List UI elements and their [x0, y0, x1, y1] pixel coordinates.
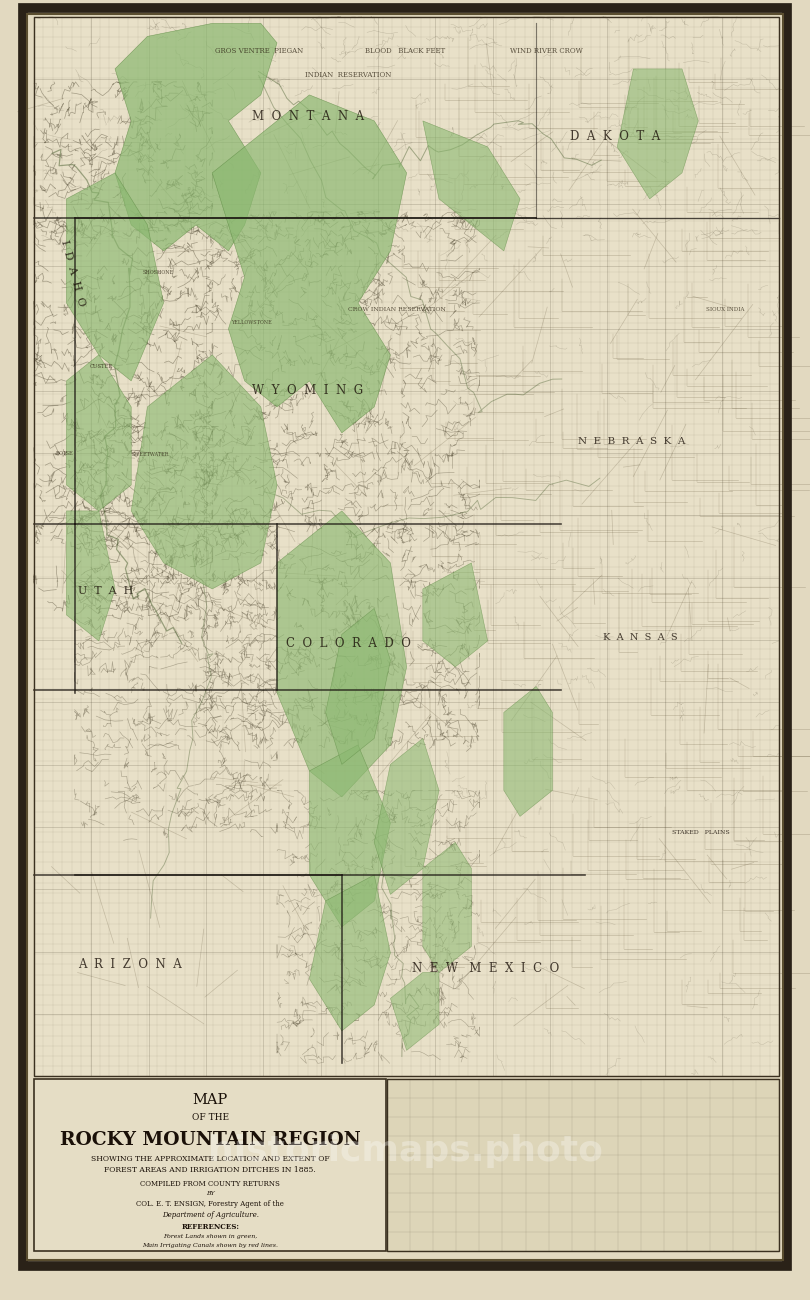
Text: GROS VENTRE  PIEGAN: GROS VENTRE PIEGAN: [215, 47, 303, 55]
Polygon shape: [66, 511, 115, 641]
Polygon shape: [66, 355, 131, 511]
Text: COMPILED FROM COUNTY RETURNS: COMPILED FROM COUNTY RETURNS: [140, 1179, 280, 1188]
Text: BOISE: BOISE: [56, 451, 74, 456]
Polygon shape: [374, 738, 439, 894]
Polygon shape: [131, 355, 277, 589]
Text: historicmaps.photo: historicmaps.photo: [207, 1134, 603, 1167]
Text: SIOUX INDIA: SIOUX INDIA: [706, 307, 744, 312]
Polygon shape: [476, 1117, 525, 1156]
Text: COL. E. T. ENSIGN, Forestry Agent of the: COL. E. T. ENSIGN, Forestry Agent of the: [136, 1200, 284, 1208]
Text: BY: BY: [206, 1192, 215, 1196]
Bar: [34, 1079, 386, 1251]
Text: YELLOWSTONE: YELLOWSTONE: [231, 320, 271, 325]
Text: MAP: MAP: [193, 1093, 228, 1108]
Text: W  Y  O  M  I  N  G: W Y O M I N G: [252, 384, 364, 396]
Text: SHOWING THE APPROXIMATE LOCATION AND EXTENT OF: SHOWING THE APPROXIMATE LOCATION AND EXT…: [91, 1154, 330, 1162]
Text: CUSTER: CUSTER: [90, 364, 113, 369]
Text: OF THE: OF THE: [192, 1113, 228, 1122]
Text: FOREST AREAS AND IRRIGATION DITCHES IN 1885.: FOREST AREAS AND IRRIGATION DITCHES IN 1…: [104, 1166, 316, 1174]
Text: WIND RIVER CROW: WIND RIVER CROW: [510, 47, 583, 55]
Polygon shape: [212, 95, 407, 433]
Polygon shape: [390, 972, 439, 1050]
Polygon shape: [423, 121, 520, 251]
Text: M  O  N  T  A  N  A: M O N T A N A: [252, 111, 364, 124]
Text: BLOOD   BLACK FEET: BLOOD BLACK FEET: [364, 47, 446, 55]
Text: K  A  N  S  A  S: K A N S A S: [603, 633, 677, 641]
Text: SHOSHONE: SHOSHONE: [143, 270, 173, 276]
Polygon shape: [115, 23, 277, 251]
Polygon shape: [309, 745, 390, 927]
Text: ROCKY MOUNTAIN REGION: ROCKY MOUNTAIN REGION: [60, 1131, 360, 1149]
Polygon shape: [326, 608, 390, 764]
Text: STAKED   PLAINS: STAKED PLAINS: [671, 829, 730, 835]
Polygon shape: [504, 686, 552, 816]
Polygon shape: [277, 511, 407, 797]
Polygon shape: [309, 875, 390, 1031]
Text: SWEETWATER: SWEETWATER: [131, 452, 168, 458]
Polygon shape: [423, 842, 471, 972]
Bar: [387, 1079, 779, 1251]
Polygon shape: [66, 173, 164, 381]
Text: D  A  K  O  T  A: D A K O T A: [570, 130, 661, 143]
Polygon shape: [423, 563, 488, 667]
Bar: [34, 17, 779, 1076]
Text: A  R  I  Z  O  N  A: A R I Z O N A: [78, 958, 181, 971]
Polygon shape: [617, 69, 698, 199]
Bar: [34, 17, 779, 1076]
Text: I  D  A  H  O: I D A H O: [59, 239, 87, 307]
Text: Main Irrigating Canals shown by red lines.: Main Irrigating Canals shown by red line…: [143, 1243, 278, 1248]
Text: C  O  L  O  R  A  D  O: C O L O R A D O: [286, 637, 411, 650]
Polygon shape: [420, 1100, 468, 1139]
Text: INDIAN  RESERVATION: INDIAN RESERVATION: [305, 72, 391, 79]
Text: U  T  A  H: U T A H: [78, 586, 133, 597]
Text: N  E  B  R  A  S  K  A: N E B R A S K A: [578, 438, 685, 446]
Text: N  E  W   M  E  X  I  C  O: N E W M E X I C O: [412, 962, 560, 975]
Text: Forest Lands shown in green,: Forest Lands shown in green,: [163, 1234, 258, 1239]
Text: CROW INDIAN RESERVATION: CROW INDIAN RESERVATION: [348, 307, 446, 312]
Polygon shape: [525, 1139, 565, 1174]
Text: Department of Agriculture.: Department of Agriculture.: [162, 1210, 258, 1218]
Text: REFERENCES:: REFERENCES:: [181, 1222, 239, 1231]
